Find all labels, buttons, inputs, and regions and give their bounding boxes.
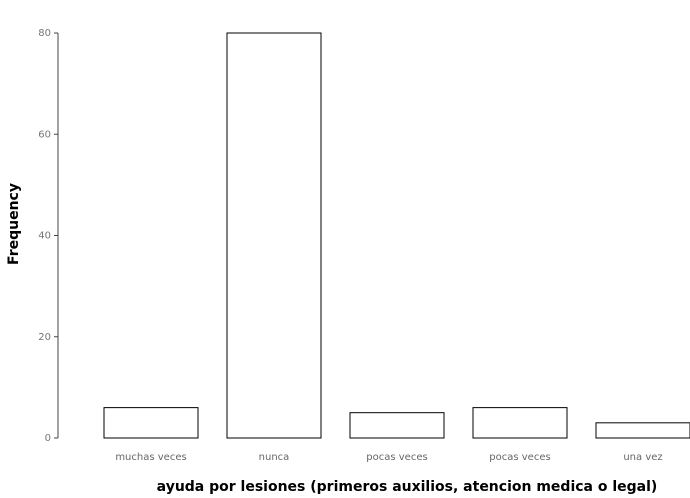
bar xyxy=(103,407,199,439)
x-tick-labels: muchas veces nunca pocas veces pocas veces u… xyxy=(115,452,662,463)
x-axis-title: ayuda por lesiones (primeros auxilios, a… xyxy=(157,479,658,495)
y-axis-title: Frequency xyxy=(6,183,22,265)
x-tick-label: nunca xyxy=(259,452,290,463)
bars xyxy=(103,32,690,439)
y-tick-label: 0 xyxy=(45,433,51,444)
x-tick-label: una vez xyxy=(623,452,662,463)
x-tick-label: muchas veces xyxy=(115,452,186,463)
bar xyxy=(226,32,322,439)
y-axis: 0 20 40 60 80 xyxy=(38,28,59,444)
x-tick-label: pocas veces xyxy=(489,452,550,463)
y-tick-label: 40 xyxy=(38,231,51,242)
x-tick-label: pocas veces xyxy=(366,452,427,463)
bar xyxy=(595,422,690,439)
y-tick-label: 80 xyxy=(38,28,51,39)
bar xyxy=(349,412,445,439)
bar xyxy=(472,407,568,439)
y-tick-label: 60 xyxy=(38,129,51,140)
y-tick-label: 20 xyxy=(38,332,51,343)
